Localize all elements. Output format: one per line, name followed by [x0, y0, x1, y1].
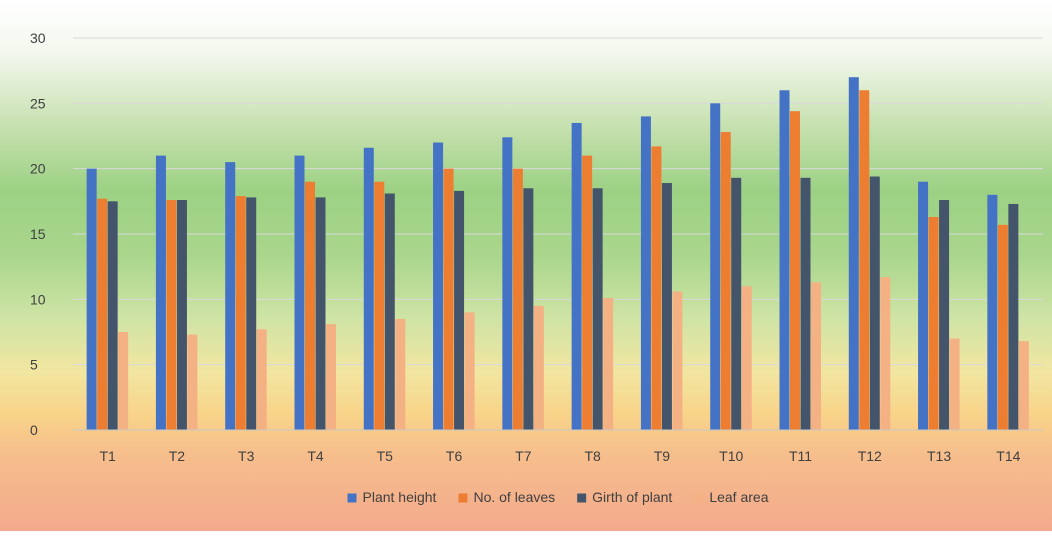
bar-leaf-area-t5	[395, 318, 406, 430]
bar-girth-of-plant-t5	[384, 193, 395, 430]
legend-label: Leaf area	[709, 489, 768, 505]
bar-no-of-leaves-t12	[859, 90, 870, 431]
legend-item-plant-height: Plant height	[347, 489, 437, 505]
legend-swatch	[694, 493, 704, 503]
bar-no-of-leaves-t8	[582, 155, 593, 430]
bar-plant-height-t14	[987, 194, 998, 430]
x-tick-label: T4	[307, 448, 324, 464]
legend-label: No. of leaves	[473, 489, 555, 505]
bar-no-of-leaves-t4	[305, 181, 315, 430]
legend-swatch	[347, 493, 357, 503]
y-tick-label: 0	[30, 422, 38, 438]
bar-leaf-area-t8	[603, 298, 614, 430]
x-tick-label: T8	[584, 448, 601, 464]
bar-girth-of-plant-t14	[1008, 203, 1019, 430]
x-tick-label: T6	[446, 448, 463, 464]
y-tick-label: 30	[30, 30, 46, 46]
bar-plant-height-t12	[848, 77, 859, 430]
y-tick-label: 5	[30, 357, 38, 373]
x-tick-label: T13	[927, 448, 951, 464]
bar-girth-of-plant-t7	[523, 188, 534, 430]
bar-leaf-area-t3	[256, 329, 267, 430]
bar-no-of-leaves-t7	[512, 168, 523, 430]
bar-girth-of-plant-t1	[107, 201, 118, 430]
bar-plant-height-t4	[294, 155, 305, 430]
bar-leaf-area-t11	[811, 282, 821, 430]
x-tick-label: T1	[99, 448, 116, 464]
legend: Plant height No. of leaves Girth of plant L…	[347, 489, 769, 505]
bar-no-of-leaves-t1	[97, 198, 108, 430]
bar-leaf-area-t2	[187, 334, 198, 430]
legend-label: Plant height	[363, 489, 437, 505]
bar-girth-of-plant-t4	[315, 197, 326, 430]
bar-girth-of-plant-t2	[176, 200, 187, 430]
legend-item-leaf-area: Leaf area	[694, 489, 769, 505]
bar-no-of-leaves-t3	[235, 196, 246, 430]
x-tick-label: T10	[719, 448, 743, 464]
bar-plant-height-t3	[225, 162, 236, 430]
x-tick-label: T11	[789, 448, 812, 464]
x-tick-label: T7	[515, 448, 532, 464]
legend-item-no-of-leaves: No. of leaves	[458, 489, 555, 505]
bar-no-of-leaves-t5	[374, 181, 385, 430]
bar-leaf-area-t6	[464, 312, 475, 430]
y-tick-label: 10	[30, 291, 46, 307]
bars	[86, 77, 1029, 431]
y-tick-label: 20	[30, 161, 46, 177]
bar-leaf-area-t12	[880, 277, 891, 430]
y-tick-label: 25	[30, 95, 46, 111]
bar-girth-of-plant-t8	[592, 188, 603, 430]
bar-plant-height-t7	[502, 137, 513, 430]
bar-girth-of-plant-t13	[939, 200, 950, 430]
bar-girth-of-plant-t9	[661, 183, 672, 430]
bar-girth-of-plant-t6	[454, 190, 465, 430]
bar-plant-height-t2	[155, 155, 166, 430]
bar-no-of-leaves-t2	[166, 200, 177, 430]
bar-plant-height-t13	[918, 181, 929, 430]
bar-girth-of-plant-t10	[731, 177, 742, 430]
x-tick-label: T2	[169, 448, 186, 464]
bar-plant-height-t1	[86, 168, 97, 430]
x-tick-label: T5	[377, 448, 394, 464]
legend-item-girth-of-plant: Girth of plant	[577, 489, 672, 505]
bar-no-of-leaves-t6	[443, 168, 454, 430]
bar-plant-height-t9	[640, 116, 651, 431]
legend-swatch	[458, 493, 468, 503]
bar-no-of-leaves-t11	[790, 111, 800, 430]
y-tick-label: 15	[30, 226, 46, 242]
bar-no-of-leaves-t10	[720, 132, 731, 430]
bar-leaf-area-t13	[949, 338, 960, 430]
y-axis: 0 5 10 15 20 25 30	[30, 30, 46, 438]
bar-plant-height-t11	[779, 90, 790, 431]
bar-leaf-area-t4	[326, 324, 336, 430]
bar-no-of-leaves-t13	[928, 217, 939, 430]
x-tick-label: T14	[996, 448, 1020, 464]
bar-leaf-area-t1	[118, 332, 129, 430]
bar-leaf-area-t10	[741, 286, 752, 430]
x-tick-label: T9	[654, 448, 671, 464]
bar-girth-of-plant-t11	[800, 177, 811, 430]
x-axis: T1 T2 T3 T4 T5 T6 T7 T8 T9 T10 T11 T12 T13 T14	[99, 448, 1020, 464]
legend-swatch	[577, 493, 587, 503]
legend-label: Girth of plant	[592, 489, 672, 505]
bar-plant-height-t10	[710, 103, 721, 430]
bar-no-of-leaves-t9	[651, 146, 662, 430]
bar-plant-height-t8	[571, 122, 582, 430]
bar-leaf-area-t7	[533, 305, 544, 430]
x-tick-label: T3	[238, 448, 255, 464]
bar-no-of-leaves-t14	[997, 224, 1008, 430]
bar-girth-of-plant-t3	[246, 197, 257, 430]
bar-girth-of-plant-t12	[869, 176, 880, 430]
bar-leaf-area-t9	[672, 291, 683, 430]
bar-plant-height-t5	[363, 147, 374, 430]
x-tick-label: T12	[858, 448, 882, 464]
bar-plant-height-t6	[433, 142, 444, 431]
bar-leaf-area-t14	[1018, 341, 1029, 430]
